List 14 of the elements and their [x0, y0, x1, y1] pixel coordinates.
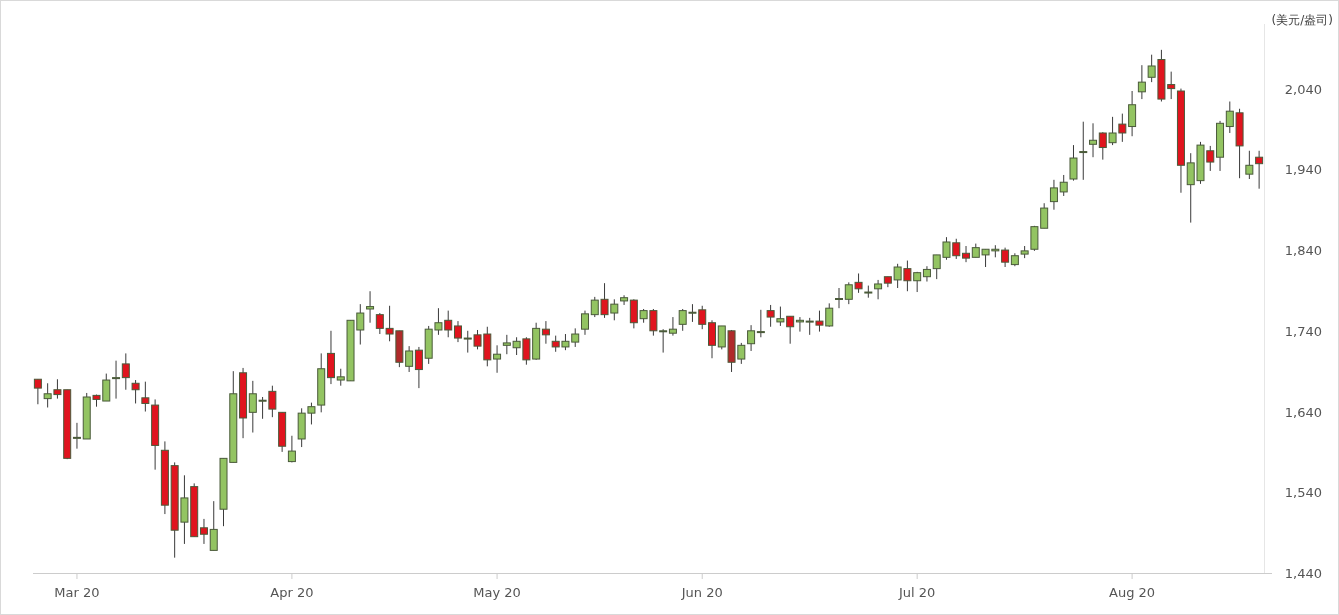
x-tick-label: May 20: [473, 585, 521, 600]
x-tick-label: Jul 20: [897, 585, 936, 600]
y-tick-label: 1,740: [1284, 323, 1322, 339]
y-tick-label: 1,540: [1284, 485, 1322, 501]
y-tick-label: 2,040: [1284, 81, 1322, 97]
y-tick-label: 1,840: [1284, 243, 1322, 259]
x-tick-label: Aug 20: [1109, 585, 1156, 600]
x-tick-label: Apr 20: [270, 585, 314, 600]
y-tick-label: 1,940: [1284, 162, 1322, 178]
y-axis-title: (美元/盎司): [1271, 13, 1333, 27]
y-tick-label: 1,440: [1284, 566, 1322, 581]
y-tick-label: 1,640: [1284, 404, 1322, 420]
x-tick-label: Mar 20: [54, 585, 100, 600]
x-tick-label: Jun 20: [680, 585, 723, 600]
